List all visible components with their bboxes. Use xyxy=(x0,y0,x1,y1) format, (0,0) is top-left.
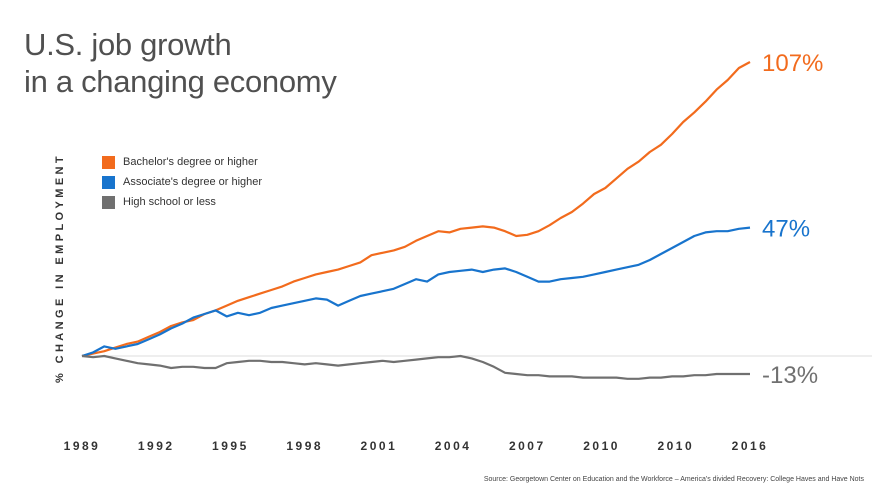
x-tick-label-0: 1989 xyxy=(64,439,101,453)
legend-label-bachelors: Bachelor's degree or higher xyxy=(123,156,258,168)
end-label-bachelors: 107% xyxy=(762,50,823,77)
series-line-associates xyxy=(81,226,751,358)
x-tick-label-2: 1995 xyxy=(212,439,249,453)
legend: Bachelor's degree or higher Associate's … xyxy=(102,152,262,212)
legend-label-high-school: High school or less xyxy=(123,196,216,208)
series-line-bachelors xyxy=(81,61,751,358)
x-axis-ticks: 1989 1992 1995 1998 2001 2004 2007 2010 2010 2016 xyxy=(64,439,769,453)
legend-swatch-high-school xyxy=(102,195,115,209)
end-label-associates: 47% xyxy=(762,216,810,243)
x-tick-label-1: 1992 xyxy=(138,439,175,453)
legend-item-associates: Associate's degree or higher xyxy=(102,172,262,192)
legend-swatch-bachelors xyxy=(102,155,115,169)
legend-item-bachelors: Bachelor's degree or higher xyxy=(102,152,262,172)
x-tick-label-6: 2007 xyxy=(509,439,546,453)
x-tick-label-7: 2010 xyxy=(583,439,620,453)
x-tick-label-5: 2004 xyxy=(435,439,472,453)
end-labels: 107% 47% -13% xyxy=(762,50,823,389)
chart-title-line-2: in a changing economy xyxy=(24,64,337,99)
chart-title-line-1: U.S. job growth xyxy=(24,27,232,62)
legend-item-high-school: High school or less xyxy=(102,192,262,212)
x-tick-label-4: 2001 xyxy=(361,439,398,453)
x-tick-label-8: 2010 xyxy=(657,439,694,453)
series-line-high-school xyxy=(81,354,750,380)
legend-label-associates: Associate's degree or higher xyxy=(123,176,263,188)
x-tick-label-9: 2016 xyxy=(732,439,769,453)
series-layer xyxy=(81,61,751,380)
end-label-high-school: -13% xyxy=(762,362,818,389)
source-note: Source: Georgetown Center on Education a… xyxy=(483,476,864,483)
legend-swatch-associates xyxy=(102,175,115,189)
chart-title: U.S. job growth in a changing economy xyxy=(24,26,337,100)
x-tick-label-3: 1998 xyxy=(286,439,323,453)
